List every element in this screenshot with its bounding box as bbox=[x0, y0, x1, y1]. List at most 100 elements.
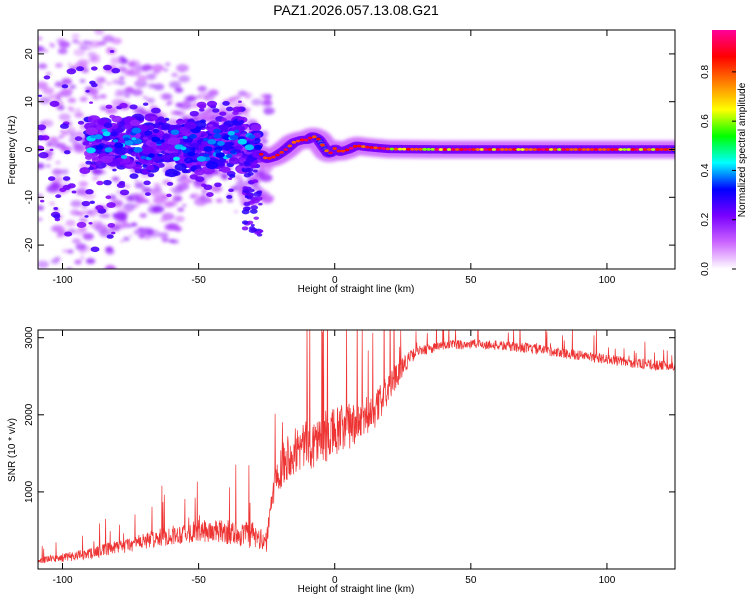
spectral-blob bbox=[225, 153, 233, 159]
spectral-blob bbox=[230, 150, 237, 154]
spectral-blob bbox=[259, 93, 269, 100]
spectral-blob bbox=[49, 201, 55, 206]
spectral-blob bbox=[203, 184, 213, 191]
spectral-blob bbox=[221, 175, 229, 180]
spectral-blob bbox=[38, 145, 45, 152]
spectral-blob bbox=[171, 72, 179, 78]
spectral-blob bbox=[38, 94, 43, 98]
spectral-blob bbox=[122, 158, 131, 164]
spectral-blob bbox=[127, 193, 141, 202]
spectral-blob bbox=[203, 137, 209, 142]
spectral-blob bbox=[84, 215, 89, 218]
spectral-blob bbox=[175, 197, 182, 202]
spectral-blob bbox=[55, 194, 62, 199]
spectral-blob bbox=[581, 148, 587, 151]
spectral-blob bbox=[241, 226, 249, 231]
spectral-blob bbox=[77, 120, 85, 125]
spectral-blob bbox=[201, 131, 208, 136]
spectral-blob bbox=[107, 223, 116, 228]
spectral-blob bbox=[312, 135, 317, 139]
spectral-blob bbox=[191, 96, 197, 100]
spectral-blob bbox=[226, 195, 233, 199]
spectral-blob bbox=[82, 233, 94, 241]
spectral-blob bbox=[95, 42, 101, 45]
spectral-blob bbox=[659, 148, 664, 151]
spectral-blob bbox=[38, 217, 43, 222]
spectral-blob bbox=[212, 108, 220, 113]
spectral-blob bbox=[89, 101, 94, 104]
spectral-blob bbox=[634, 148, 640, 151]
spectral-blob bbox=[43, 75, 51, 80]
snr-y-tick-label: 3000 bbox=[24, 326, 35, 349]
spectral-blob bbox=[142, 102, 149, 106]
spectral-blob bbox=[630, 148, 636, 151]
spectral-blob bbox=[131, 127, 141, 134]
spectral-blob bbox=[157, 121, 164, 126]
spectral-blob bbox=[62, 176, 71, 181]
spectral-blob bbox=[38, 124, 47, 131]
spectral-blob bbox=[112, 168, 117, 172]
spectral-blob bbox=[253, 216, 260, 220]
spectral-blob bbox=[46, 72, 51, 76]
spectral-blob bbox=[243, 113, 250, 118]
spectral-blob bbox=[271, 155, 276, 159]
spectral-blob bbox=[111, 115, 123, 123]
spectral-blob bbox=[250, 124, 262, 132]
spectral-blob bbox=[450, 148, 456, 151]
spectral-blob bbox=[87, 115, 101, 124]
spectral-blob bbox=[189, 110, 199, 117]
spectral-blob bbox=[540, 148, 546, 151]
snr-series-line bbox=[38, 330, 675, 564]
spectral-blob bbox=[573, 148, 578, 151]
spectral-blob bbox=[606, 148, 611, 151]
spectral-blob bbox=[104, 246, 114, 253]
spectral-blob bbox=[142, 187, 152, 194]
snr-y-ticks: 1000 2000 3000 bbox=[24, 326, 675, 503]
spectral-blob bbox=[88, 55, 101, 64]
spectral-blob bbox=[114, 93, 119, 97]
spectral-blob bbox=[238, 100, 242, 103]
spectral-blob bbox=[585, 148, 591, 151]
spectral-blob bbox=[79, 44, 89, 51]
spectral-blob bbox=[200, 119, 206, 124]
spectral-blob bbox=[151, 190, 164, 199]
spectral-blob bbox=[361, 145, 366, 148]
spectral-blob bbox=[85, 89, 90, 93]
snr-x-tick-label: 100 bbox=[599, 575, 616, 586]
spectral-blob bbox=[393, 147, 399, 151]
spectral-blob bbox=[134, 79, 148, 88]
spectral-blob bbox=[239, 196, 249, 203]
spectral-blob bbox=[127, 68, 141, 77]
spectral-blob bbox=[250, 223, 255, 227]
spectral-blob bbox=[426, 147, 431, 151]
spectral-blob bbox=[150, 107, 161, 114]
spectral-blob bbox=[180, 175, 188, 180]
spectrogram-y-ticks: -20 -10 0 10 20 bbox=[24, 48, 675, 252]
snr-y-tick-label: 1000 bbox=[24, 480, 35, 503]
spectral-blob bbox=[162, 113, 167, 116]
snr-x-ticks: -100 -50 0 50 100 bbox=[52, 330, 616, 586]
spectral-blob bbox=[105, 81, 112, 86]
spectral-blob bbox=[130, 222, 138, 227]
spectral-blob bbox=[503, 148, 509, 151]
spectral-blob bbox=[201, 190, 207, 194]
spectral-blob bbox=[219, 111, 227, 116]
spectral-blob bbox=[116, 190, 121, 194]
spectral-blob bbox=[597, 148, 603, 151]
spectral-blob bbox=[234, 210, 239, 213]
spectral-blob bbox=[173, 156, 180, 161]
spectral-blob bbox=[245, 167, 254, 173]
spectral-blob bbox=[108, 194, 117, 200]
spectral-blob bbox=[196, 95, 201, 99]
spectral-blob bbox=[253, 191, 262, 197]
spectral-blob bbox=[61, 78, 73, 85]
spectral-blob bbox=[189, 174, 199, 180]
spectral-blob bbox=[54, 217, 61, 222]
spectral-blob bbox=[251, 98, 263, 106]
spectral-blob bbox=[228, 177, 233, 181]
spectral-blob bbox=[405, 147, 411, 151]
spectral-blob bbox=[202, 173, 213, 180]
spectral-blob bbox=[111, 231, 116, 235]
spectral-blob bbox=[53, 176, 63, 183]
spectral-blob bbox=[109, 50, 115, 53]
